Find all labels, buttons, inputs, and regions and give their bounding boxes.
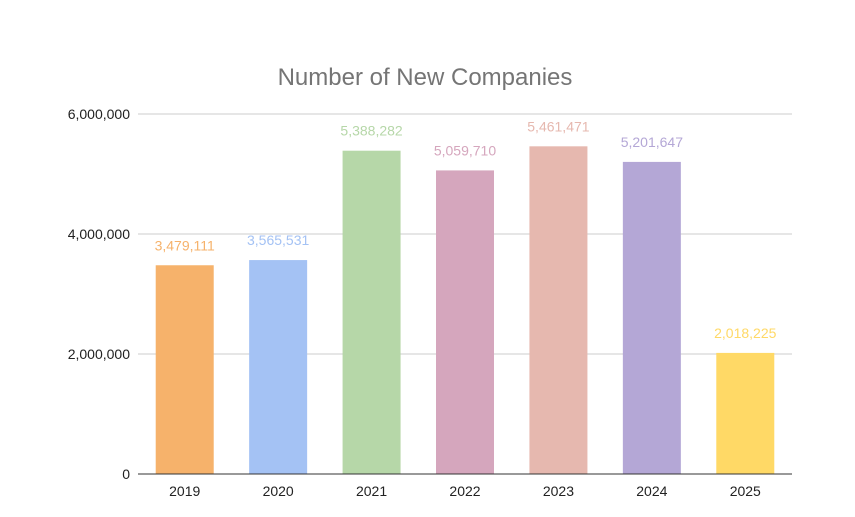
y-tick-label: 2,000,000 [68, 346, 130, 362]
bar-2022 [436, 170, 494, 474]
data-label-2021: 5,388,282 [340, 123, 402, 139]
x-tick-label: 2022 [449, 483, 480, 499]
y-tick-label: 0 [122, 466, 130, 482]
x-tick-label: 2019 [169, 483, 200, 499]
data-label-2022: 5,059,710 [434, 142, 496, 158]
data-label-2019: 3,479,111 [155, 237, 215, 253]
data-label-2023: 5,461,471 [527, 118, 589, 134]
x-axis-ticks: 2019 2020 2021 2022 2023 2024 2025 [169, 483, 761, 499]
data-label-2024: 5,201,647 [621, 134, 683, 150]
y-tick-label: 6,000,000 [68, 106, 130, 122]
bar-2020 [249, 260, 308, 474]
x-tick-label: 2020 [263, 483, 294, 499]
bar-2024 [622, 161, 681, 474]
x-tick-label: 2023 [543, 483, 574, 499]
x-tick-label: 2024 [636, 483, 667, 499]
y-axis-ticks: 0 2,000,000 4,000,000 6,000,000 [68, 106, 131, 482]
bars [155, 146, 775, 475]
data-labels: 3,479,111 3,565,531 5,388,282 5,059,710 5,46… [155, 118, 777, 341]
chart-title: Number of New Companies [278, 64, 573, 91]
bar-2021 [342, 150, 401, 475]
x-tick-label: 2021 [356, 483, 387, 499]
x-tick-label: 2025 [730, 483, 761, 499]
y-tick-label: 4,000,000 [68, 226, 130, 242]
data-label-2025: 2,018,225 [714, 325, 776, 341]
bar-2025 [716, 352, 775, 474]
data-label-2020: 3,565,531 [247, 232, 309, 248]
bar-2019 [155, 265, 214, 474]
bar-2023 [529, 146, 588, 474]
